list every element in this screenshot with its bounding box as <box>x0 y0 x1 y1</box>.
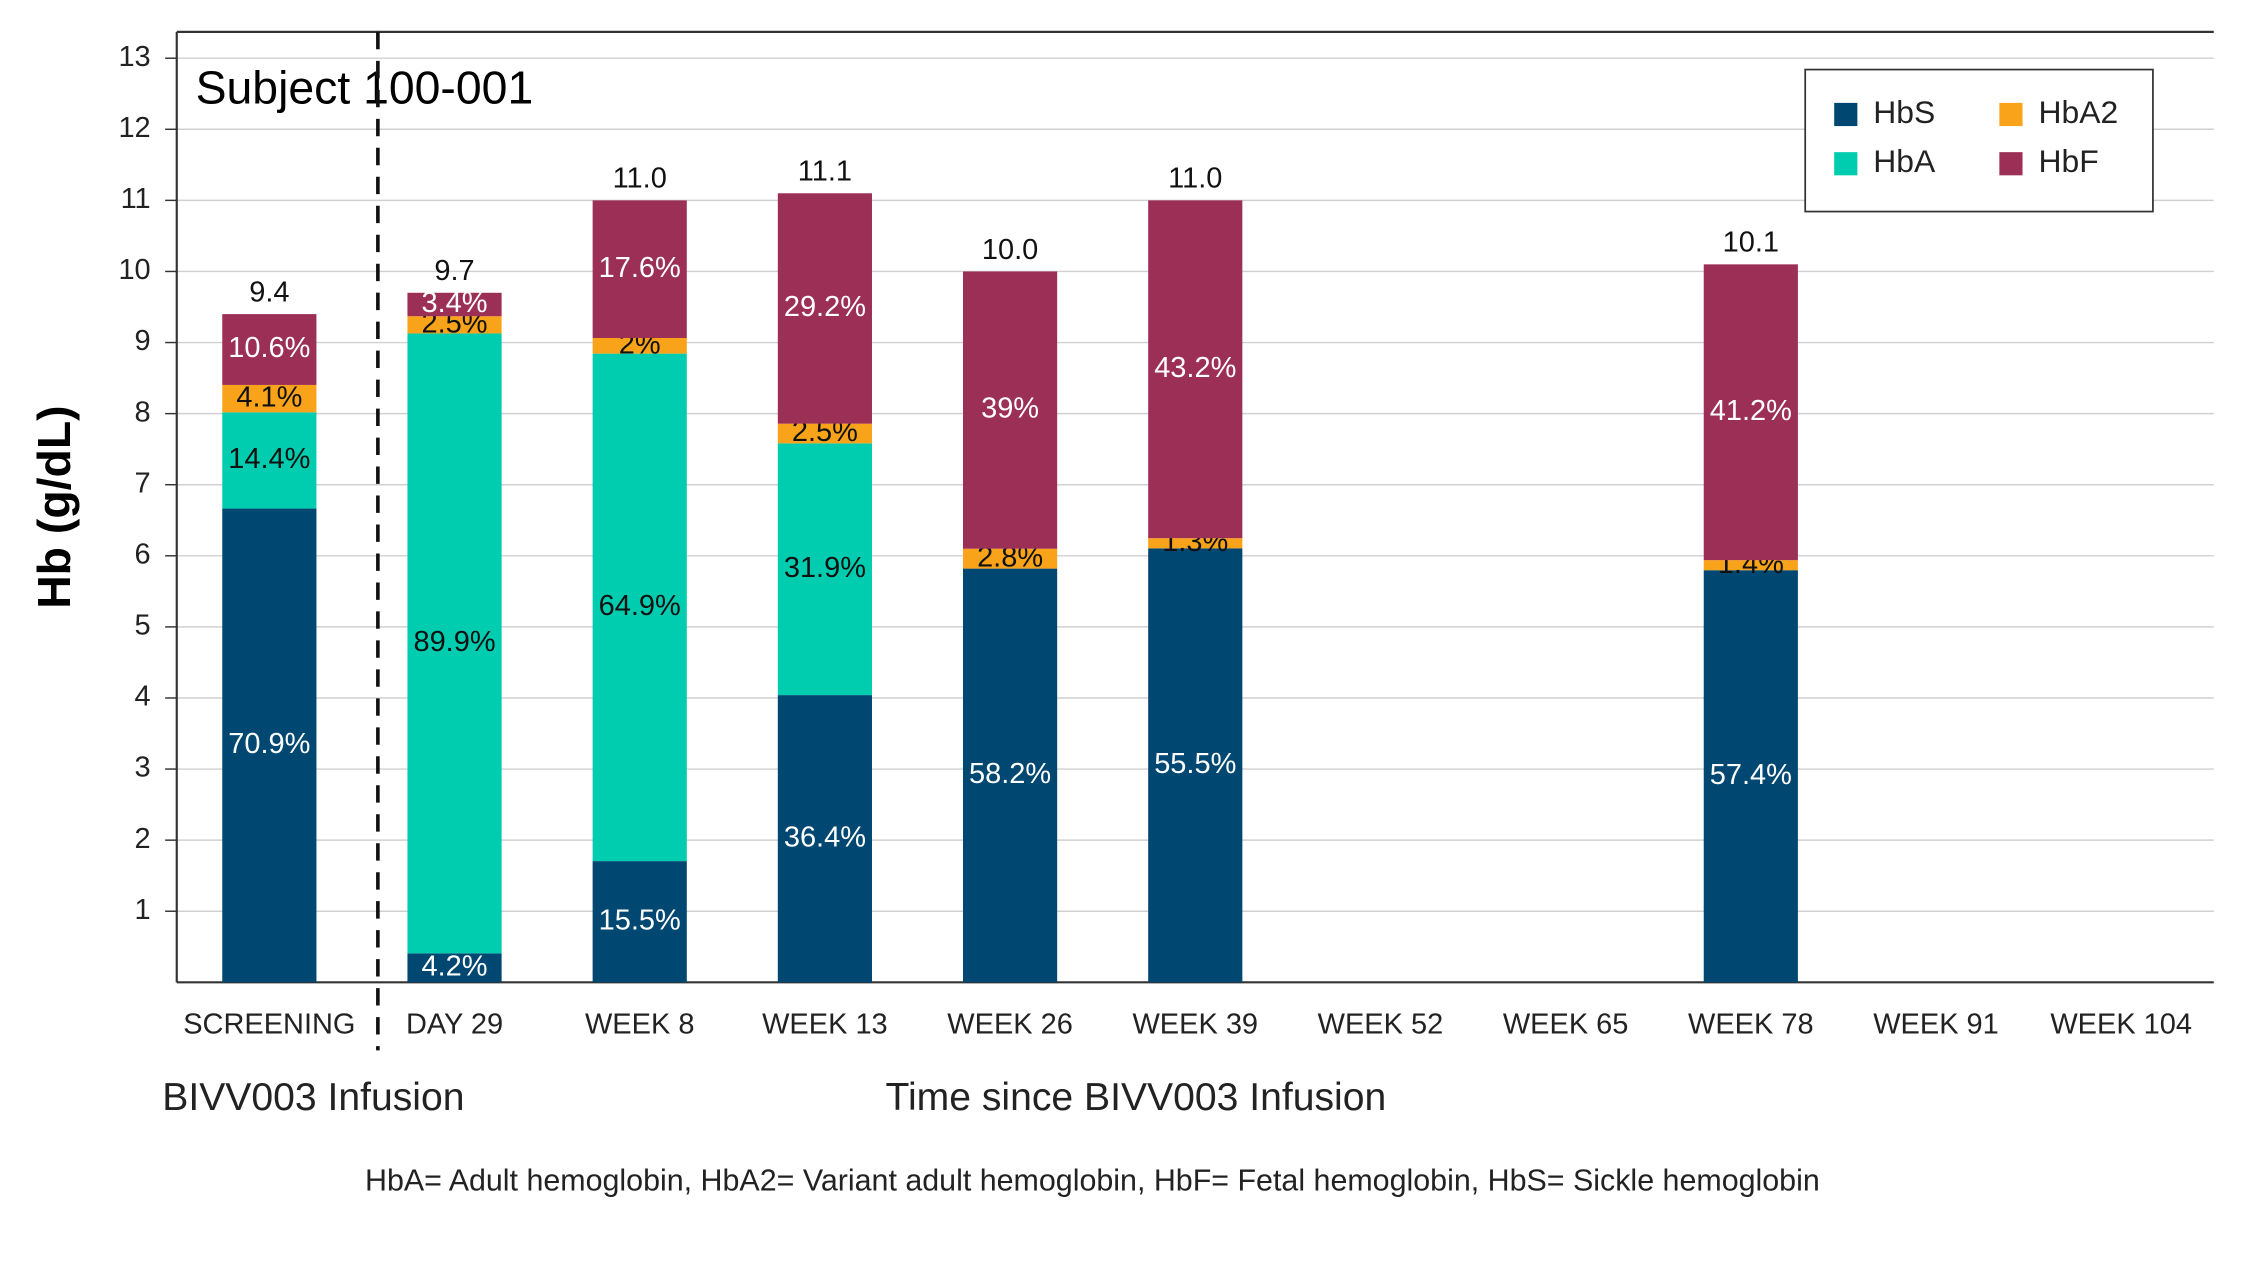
footnote: HbA= Adult hemoglobin, HbA2= Variant adu… <box>365 1163 1820 1197</box>
value-label: 3.4% <box>422 287 488 319</box>
value-label: 41.2% <box>1710 395 1792 427</box>
x-tick-label: WEEK 8 <box>585 1008 694 1040</box>
value-label: 64.9% <box>599 590 681 622</box>
y-tick-label: 6 <box>135 538 151 570</box>
bar-segment <box>1703 264 1798 561</box>
x-tick-label: WEEK 104 <box>2050 1008 2192 1040</box>
bar-segment <box>1148 548 1243 983</box>
bar-segment <box>962 568 1058 983</box>
value-label: 4.2% <box>422 950 488 982</box>
legend-swatch <box>1999 102 2023 127</box>
y-axis-label: Hb (g/dL) <box>28 405 80 608</box>
bar-segment <box>962 271 1058 549</box>
value-label: 39% <box>981 393 1039 425</box>
legend-swatch <box>1999 152 2023 176</box>
y-tick-label: 8 <box>135 396 151 428</box>
y-tick-label: 3 <box>135 752 151 784</box>
total-label: 11.0 <box>1168 163 1222 195</box>
subject-annotation: Subject 100-001 <box>196 62 534 114</box>
x-tick-label: WEEK 39 <box>1132 1008 1258 1040</box>
value-label: 17.6% <box>599 252 681 284</box>
legend-label: HbS <box>1873 94 1935 130</box>
bar-segment <box>222 412 317 509</box>
total-label: 10.0 <box>982 234 1038 266</box>
y-tick-label: 7 <box>135 467 151 499</box>
bar-segment <box>407 316 502 334</box>
value-label: 10.6% <box>228 332 310 364</box>
y-tick-label: 12 <box>118 112 150 144</box>
value-label: 36.4% <box>784 821 866 853</box>
x-tick-label: WEEK 91 <box>1873 1008 1999 1040</box>
value-label: 4.1% <box>236 381 302 413</box>
bar-segment <box>1148 538 1243 549</box>
bar-segment <box>1703 570 1798 983</box>
y-tick-label: 13 <box>118 41 150 73</box>
bar-segment <box>222 314 317 385</box>
bar-segment <box>1703 560 1798 571</box>
legend-swatch <box>1834 102 1858 127</box>
value-label: 55.5% <box>1154 748 1236 780</box>
value-label: 31.9% <box>784 552 866 584</box>
bar-segment <box>962 548 1058 569</box>
total-label: 10.1 <box>1723 227 1779 259</box>
y-tick-label: 4 <box>135 681 151 713</box>
bar-segment <box>1148 200 1243 539</box>
x-tick-label: WEEK 52 <box>1318 1008 1444 1040</box>
bar-segment <box>777 443 872 696</box>
legend: HbS HbA HbA2 HbF <box>1804 68 2154 213</box>
bar-segment <box>407 333 502 954</box>
legend-label: HbF <box>2038 143 2098 179</box>
value-label: 89.9% <box>413 626 495 658</box>
value-label: 58.2% <box>969 758 1051 790</box>
bar-segment <box>407 292 502 317</box>
x-tick-label: WEEK 13 <box>762 1008 888 1040</box>
bar-segment <box>407 953 502 983</box>
x-tick-label: WEEK 65 <box>1503 1008 1629 1040</box>
total-label: 9.4 <box>249 276 289 308</box>
bar-segment <box>777 423 872 444</box>
bar-segment <box>592 353 687 862</box>
value-label: 15.5% <box>599 904 681 936</box>
legend-swatch <box>1834 152 1858 176</box>
total-label: 9.7 <box>434 255 474 287</box>
bar-segment <box>592 861 687 983</box>
legend-label: HbA <box>1873 143 1936 179</box>
x-axis-label: Time since BIVV003 Infusion <box>886 1076 1387 1119</box>
bar-segment <box>222 508 317 983</box>
y-tick-label: 10 <box>118 254 150 286</box>
value-label: 14.4% <box>228 443 310 475</box>
y-tick-label: 5 <box>135 610 151 642</box>
bar-segment <box>592 337 687 354</box>
total-label: 11.0 <box>613 163 667 195</box>
x-tick-label: SCREENING <box>183 1008 355 1040</box>
legend-box <box>1804 68 2154 213</box>
value-label: 29.2% <box>784 291 866 323</box>
y-tick-label: 11 <box>121 183 151 215</box>
x-tick-label: WEEK 78 <box>1688 1008 1814 1040</box>
y-tick-label: 9 <box>135 325 151 357</box>
value-label: 43.2% <box>1154 352 1236 384</box>
x-tick-label: WEEK 26 <box>947 1008 1073 1040</box>
y-tick-label: 1 <box>135 894 151 926</box>
bar-segment <box>222 384 317 413</box>
value-label: 70.9% <box>228 728 310 760</box>
bar-segment <box>777 695 872 983</box>
y-tick-label: 2 <box>135 823 151 855</box>
infusion-annotation: BIVV003 Infusion <box>162 1076 464 1119</box>
bar-segment <box>777 193 872 424</box>
total-label: 11.1 <box>798 156 852 188</box>
bar-segment <box>592 200 687 338</box>
value-label: 57.4% <box>1710 759 1792 791</box>
legend-label: HbA2 <box>2038 94 2118 130</box>
x-tick-label: DAY 29 <box>406 1008 503 1040</box>
